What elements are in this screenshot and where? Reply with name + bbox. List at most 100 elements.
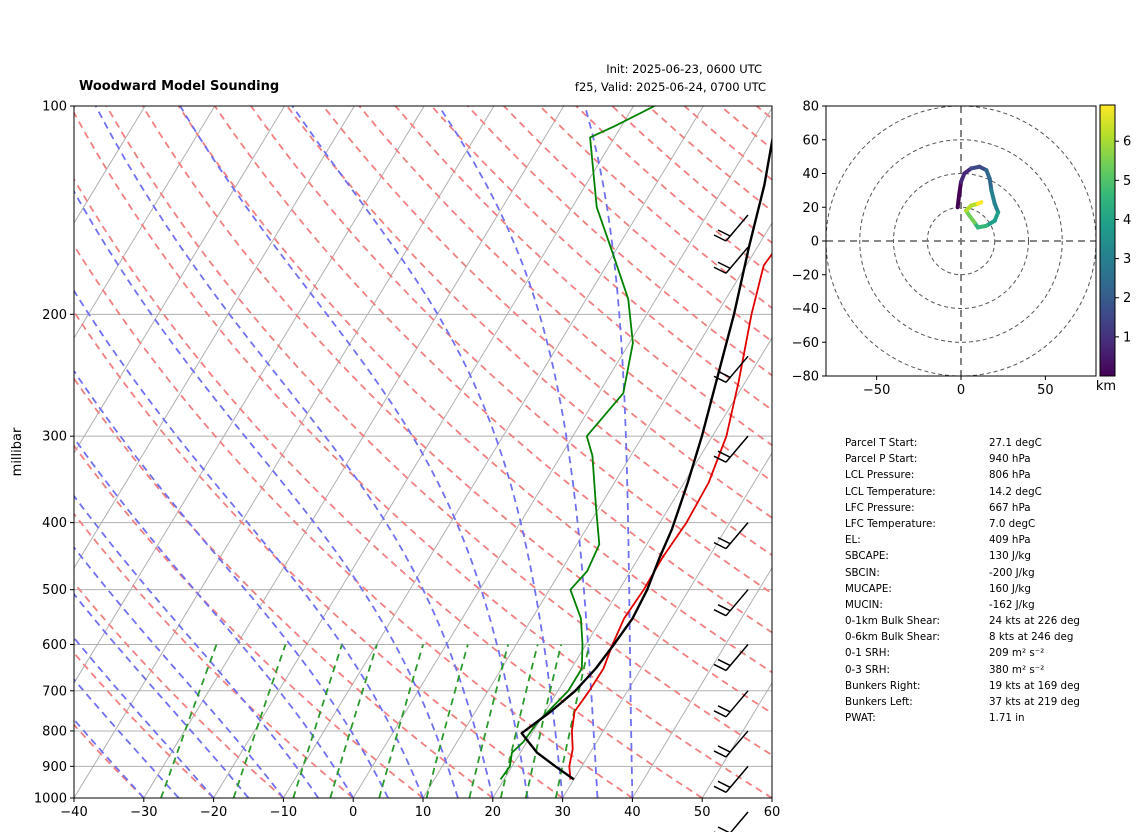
skewt-ylabel: millibar	[10, 427, 25, 476]
wind-barb-flag	[717, 450, 731, 458]
mixing-ratio-line	[468, 644, 509, 798]
hodograph-y-tick-label: 80	[802, 100, 819, 115]
mixing-ratio-line	[499, 644, 539, 798]
parameter-value: 7.0 degC	[989, 517, 1036, 530]
isotherm-gridline	[74, 106, 495, 798]
temperature-line	[568, 252, 772, 780]
isotherm-gridline	[0, 106, 5, 798]
moist-adiabat	[74, 546, 285, 798]
dry-adiabat	[358, 106, 772, 483]
hodograph-y-tick-label: −80	[792, 370, 819, 385]
hodograph-segment	[975, 200, 984, 206]
parameter-value: 8 kts at 246 deg	[989, 631, 1074, 644]
parameter-value: -200 J/kg	[989, 566, 1035, 579]
wind-barb-flag	[713, 750, 727, 758]
isotherm-gridline	[631, 567, 772, 798]
dry-adiabat	[177, 106, 772, 674]
parameter-name: LFC Temperature:	[845, 517, 936, 530]
wind-barb-staff	[725, 643, 749, 671]
isotherm-gridline	[74, 106, 286, 454]
parameter-row: 0-1km Bulk Shear: 24 kts at 226 deg	[845, 615, 1125, 631]
moist-adiabat	[74, 494, 320, 798]
parameter-row: Parcel T Start: 27.1 degC	[845, 437, 1125, 453]
wind-barb-staff	[725, 246, 749, 274]
dry-adiabat	[503, 106, 772, 343]
parameter-value: -162 J/kg	[989, 598, 1035, 611]
parameter-row: 0-3 SRH: 380 m² s⁻²	[845, 664, 1125, 680]
dry-adiabat	[74, 377, 494, 798]
wind-barb-staff	[725, 214, 749, 242]
colorbar-tick-label: 3	[1123, 252, 1131, 267]
dry-adiabat	[430, 106, 772, 412]
parameter-value: 940 hPa	[989, 453, 1031, 466]
parameter-value: 27.1 degC	[989, 437, 1042, 449]
temperature-tick-label: −20	[200, 805, 227, 820]
isotherm-gridline	[143, 106, 565, 798]
wind-barb-staff	[725, 730, 749, 758]
wind-barb-flag	[717, 536, 731, 545]
parameter-name: LFC Pressure:	[845, 501, 915, 514]
mixing-ratio-line	[554, 644, 591, 798]
init-time: Init: 2025-06-23, 0600 UTC	[606, 62, 762, 76]
parameter-name: LCL Temperature:	[845, 485, 936, 498]
wind-barb-staff	[725, 435, 749, 463]
wind-barb-flag	[713, 455, 727, 463]
parameter-row: SBCIN: -200 J/kg	[845, 567, 1125, 583]
pressure-tick-label: 700	[42, 684, 67, 699]
valid-time: f25, Valid: 2025-06-24, 0700 UTC	[574, 80, 766, 94]
wind-barb-flag	[713, 541, 727, 550]
dry-adiabat	[141, 106, 772, 715]
temperature-tick-label: 20	[485, 805, 502, 820]
temperature-tick-label: 0	[349, 805, 357, 820]
isotherm-gridline	[771, 797, 772, 798]
parameter-row: 0-1 SRH: 209 m² s⁻²	[845, 647, 1125, 663]
isotherm-gridline	[74, 106, 216, 339]
wind-barb	[713, 690, 749, 718]
parameter-table: Parcel T Start: 27.1 degC Parcel P Start: 9…	[845, 437, 1125, 728]
parameter-row: Bunkers Left: 37 kts at 219 deg	[845, 696, 1125, 712]
parameter-row: LFC Pressure: 667 hPa	[845, 502, 1125, 518]
wind-barb-staff	[725, 589, 749, 617]
mixing-ratio-line	[378, 644, 424, 798]
dry-adiabat	[394, 106, 772, 447]
dry-adiabat	[647, 106, 772, 213]
mixing-ratio-line	[292, 644, 343, 798]
parameter-row: MUCIN: -162 J/kg	[845, 599, 1125, 615]
isotherm-gridline	[492, 337, 772, 798]
wind-barb-flag	[717, 745, 731, 753]
moist-adiabat	[74, 636, 215, 798]
dry-adiabat	[74, 512, 354, 798]
parameter-value: 160 J/kg	[989, 582, 1031, 595]
parameter-row: Bunkers Right: 19 kts at 169 deg	[845, 680, 1125, 696]
parameter-value: 380 m² s⁻²	[989, 663, 1045, 676]
dry-adiabat	[250, 106, 772, 595]
dry-adiabat	[74, 177, 703, 798]
hodograph-y-tick-label: 40	[802, 167, 819, 182]
hodograph-x-tick-label: 50	[1037, 383, 1054, 395]
moist-adiabat	[74, 369, 389, 798]
parameter-row: MUCAPE: 160 J/kg	[845, 583, 1125, 599]
hodograph-x-tick-label: 0	[957, 383, 965, 395]
mixing-ratio-line	[329, 644, 378, 798]
wind-barb-flag	[717, 705, 731, 713]
wind-barb	[713, 355, 749, 383]
moist-adiabat	[438, 106, 599, 798]
dry-adiabat	[467, 106, 772, 377]
parameter-name: Parcel P Start:	[845, 453, 918, 466]
temperature-tick-label: 10	[415, 805, 432, 820]
temperature-tick-label: −30	[130, 805, 157, 820]
moist-adiabat	[94, 106, 494, 798]
wind-barb-staff	[725, 522, 749, 550]
range-ring	[893, 173, 1029, 309]
moist-adiabat	[179, 106, 529, 798]
hodograph-y-tick-label: −60	[792, 336, 819, 351]
parameter-name: SBCAPE:	[845, 550, 889, 563]
dry-adiabat	[74, 243, 633, 798]
isotherm-gridline	[74, 106, 146, 224]
moist-adiabat	[74, 289, 424, 798]
parameter-value: 130 J/kg	[989, 550, 1031, 563]
dry-adiabat	[286, 106, 772, 557]
pressure-tick-label: 900	[42, 760, 67, 775]
wind-barb-staff	[725, 690, 749, 718]
hodograph-y-tick-label: −20	[792, 268, 819, 283]
